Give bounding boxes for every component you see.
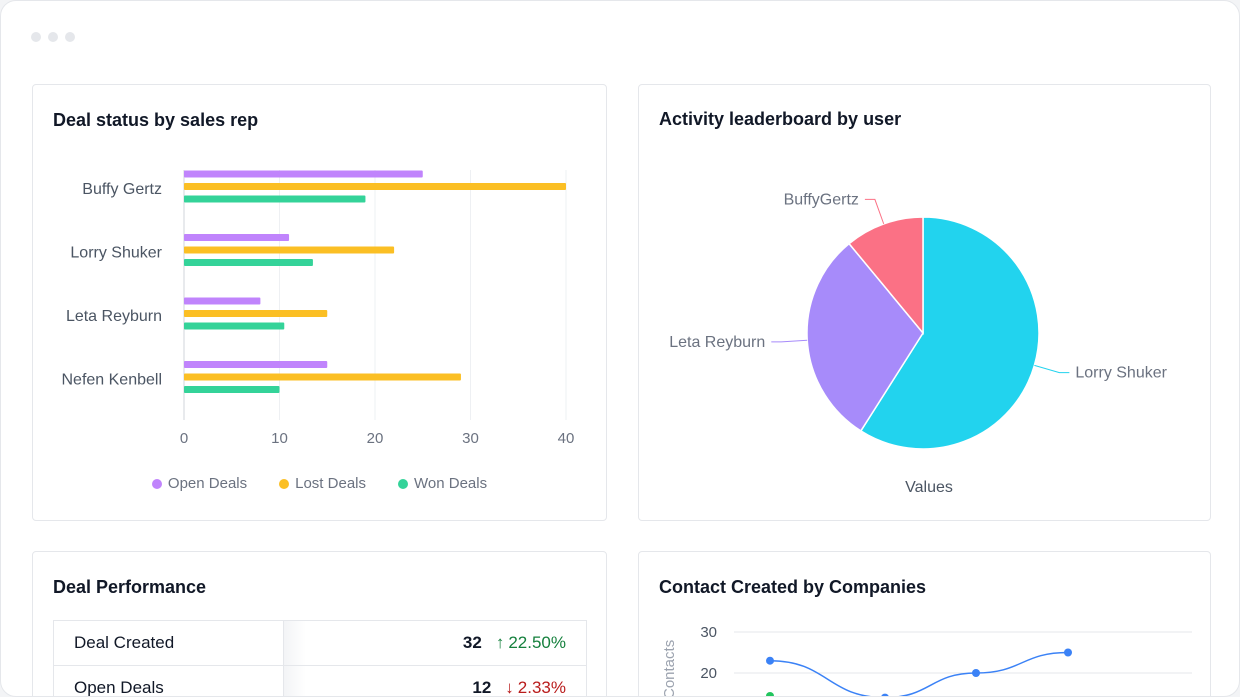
perf-values-deal-created: 32 ↑ 22.50% xyxy=(284,621,586,665)
legend-item-open-deals[interactable]: Open Deals xyxy=(151,475,248,492)
perf-label-open-deals: Open Deals xyxy=(54,666,284,696)
window-controls xyxy=(31,32,75,42)
legend-label-open: Open Deals xyxy=(167,475,248,492)
activity-leaderboard-card: Activity leaderboard by user Lorry Shuke… xyxy=(638,84,1211,521)
bar-lost-deals-buffy-gertz xyxy=(184,183,566,190)
legend-dot-lost xyxy=(279,478,290,489)
point-company-a-3 xyxy=(972,669,980,677)
deal-status-title: Deal status by sales rep xyxy=(53,110,259,130)
bar-open-deals-nefen-kenbell xyxy=(184,361,328,368)
deal-performance-table: Deal Created 32 ↑ 22.50% Open Deals 12 ↓… xyxy=(53,620,587,697)
table-row[interactable]: Open Deals 12 ↓ 2.33% xyxy=(54,666,586,697)
y-category-label-lorry-shuker: Lorry Shuker xyxy=(70,245,162,262)
bar-open-deals-leta-reyburn xyxy=(184,297,261,305)
point-company-a-2 xyxy=(881,693,889,696)
contacts-by-companies-title: Contact Created by Companies xyxy=(659,577,927,597)
bar-won-deals-buffy-gertz xyxy=(184,195,366,203)
y-axis-label: Contacts xyxy=(661,640,678,697)
arrow-down-icon: ↓ xyxy=(505,678,514,697)
perf-count: 12 xyxy=(472,678,492,697)
y-tick-label: 20 xyxy=(700,665,717,682)
contacts-by-companies-card: Contact Created by Companies 20 30 Contact… xyxy=(638,551,1211,697)
pie-axis-caption: Values xyxy=(905,479,953,496)
point-company-b-1 xyxy=(766,692,774,696)
y-category-label-nefen-kenbell: Nefen Kenbell xyxy=(61,372,162,389)
legend-item-lost-deals[interactable]: Lost Deals xyxy=(279,475,366,492)
legend-dot-open xyxy=(151,478,162,489)
deal-performance-title: Deal Performance xyxy=(53,577,207,597)
line-series-company-a xyxy=(769,651,1069,696)
table-row[interactable]: Deal Created 32 ↑ 22.50% xyxy=(54,621,586,666)
deal-status-legend: Open Deals Lost Deals Won Deals xyxy=(33,475,606,492)
bar-lost-deals-lorry-shuker xyxy=(184,246,395,254)
bar-won-deals-nefen-kenbell xyxy=(184,386,280,393)
pie-slice-buffygertz xyxy=(848,216,924,336)
y-category-label-buffy-gertz: Buffy Gertz xyxy=(82,181,162,198)
pie-slice-leta-reyburn xyxy=(806,242,924,432)
point-company-a-1 xyxy=(766,656,774,665)
deal-status-bar-chart: 0 10 20 30 40 Buffy Gertz Lorry Shuker Leta Rey… xyxy=(61,170,575,447)
pie-leader-line-lorry-shuker xyxy=(1034,364,1070,374)
x-tick-label: 40 xyxy=(558,430,575,447)
pie-slice-lorry-shuker xyxy=(859,216,1040,450)
x-tick-label: 0 xyxy=(180,430,188,447)
bar-lost-deals-nefen-kenbell xyxy=(184,373,461,381)
perf-count: 32 xyxy=(462,633,482,652)
y-tick-label: 30 xyxy=(700,624,717,641)
contacts-line-chart: 20 30 Contacts xyxy=(661,624,1192,697)
activity-leaderboard-title: Activity leaderboard by user xyxy=(659,109,902,129)
legend-dot-won xyxy=(398,478,408,489)
perf-change-up: ↑ 22.50% xyxy=(496,633,566,653)
x-tick-label: 30 xyxy=(462,430,479,447)
deal-performance-card: Deal Performance Deal Created 32 ↑ 22.50… xyxy=(32,551,607,697)
window-dot-maximize[interactable] xyxy=(65,32,75,42)
perf-label-deal-created: Deal Created xyxy=(54,621,284,665)
bar-lost-deals-leta-reyburn xyxy=(184,310,328,317)
pie-leader-line-buffygertz xyxy=(864,198,885,225)
window-dot-close[interactable] xyxy=(31,32,41,42)
point-company-a-4 xyxy=(1064,648,1072,657)
x-tick-label: 20 xyxy=(367,430,384,447)
window-dot-minimize[interactable] xyxy=(48,32,58,42)
legend-label-lost: Lost Deals xyxy=(295,475,366,492)
x-tick-label: 10 xyxy=(271,430,288,447)
legend-item-won-deals[interactable]: Won Deals xyxy=(398,475,487,492)
deal-status-card: Deal status by sales rep 0 10 20 30 40 Buffy … xyxy=(32,84,607,521)
pie-label-lorry-shuker: Lorry Shuker xyxy=(1075,365,1167,382)
pie-label-leta-reyburn: Leta Reyburn xyxy=(669,334,765,351)
perf-change-down: ↓ 2.33% xyxy=(505,678,566,697)
legend-label-won: Won Deals xyxy=(414,475,488,492)
bar-open-deals-buffy-gertz xyxy=(184,170,423,178)
bar-won-deals-leta-reyburn xyxy=(184,322,285,330)
y-category-label-leta-reyburn: Leta Reyburn xyxy=(66,308,162,325)
activity-pie-chart: Lorry Shuker Leta Reyburn BuffyGertz Values xyxy=(669,191,1167,496)
bar-won-deals-lorry-shuker xyxy=(184,259,313,266)
perf-change-value: 22.50% xyxy=(508,633,566,652)
bar-open-deals-lorry-shuker xyxy=(184,234,290,241)
pie-label-buffygertz: BuffyGertz xyxy=(784,191,859,208)
perf-change-value: 2.33% xyxy=(517,678,566,697)
pie-leader-line-leta-reyburn xyxy=(771,339,808,343)
perf-values-open-deals: 12 ↓ 2.33% xyxy=(284,666,586,697)
arrow-up-icon: ↑ xyxy=(495,633,505,652)
